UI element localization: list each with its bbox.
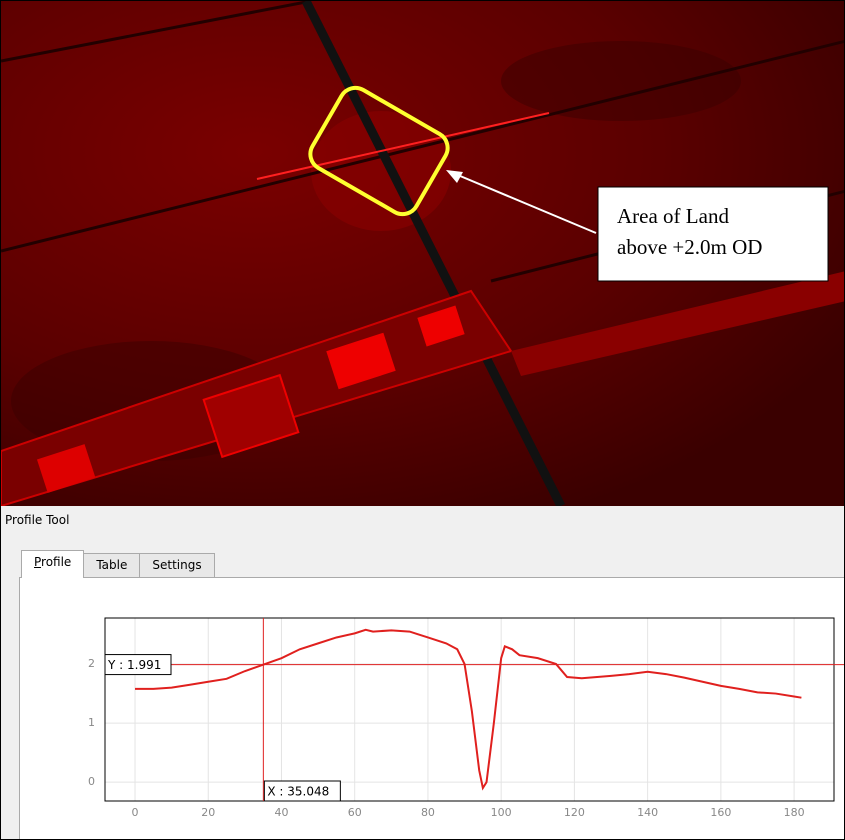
tab[interactable]: Profile (21, 550, 84, 578)
window: {"map": {"annotation": ["Area of Land", … (0, 0, 845, 840)
annotation-box (598, 187, 828, 281)
map-view[interactable]: Area of Land above +2.0m OD (1, 1, 845, 506)
tab[interactable]: Settings (139, 553, 214, 578)
tab-body (19, 577, 845, 840)
annotation-text: Area of Land (617, 204, 729, 228)
panel-title: Profile Tool (5, 513, 69, 527)
tab-bar: Profile Table Settings (21, 553, 214, 578)
tab[interactable]: Table (83, 553, 140, 578)
raster-patch (501, 41, 741, 121)
annotation-text: above +2.0m OD (617, 235, 762, 259)
